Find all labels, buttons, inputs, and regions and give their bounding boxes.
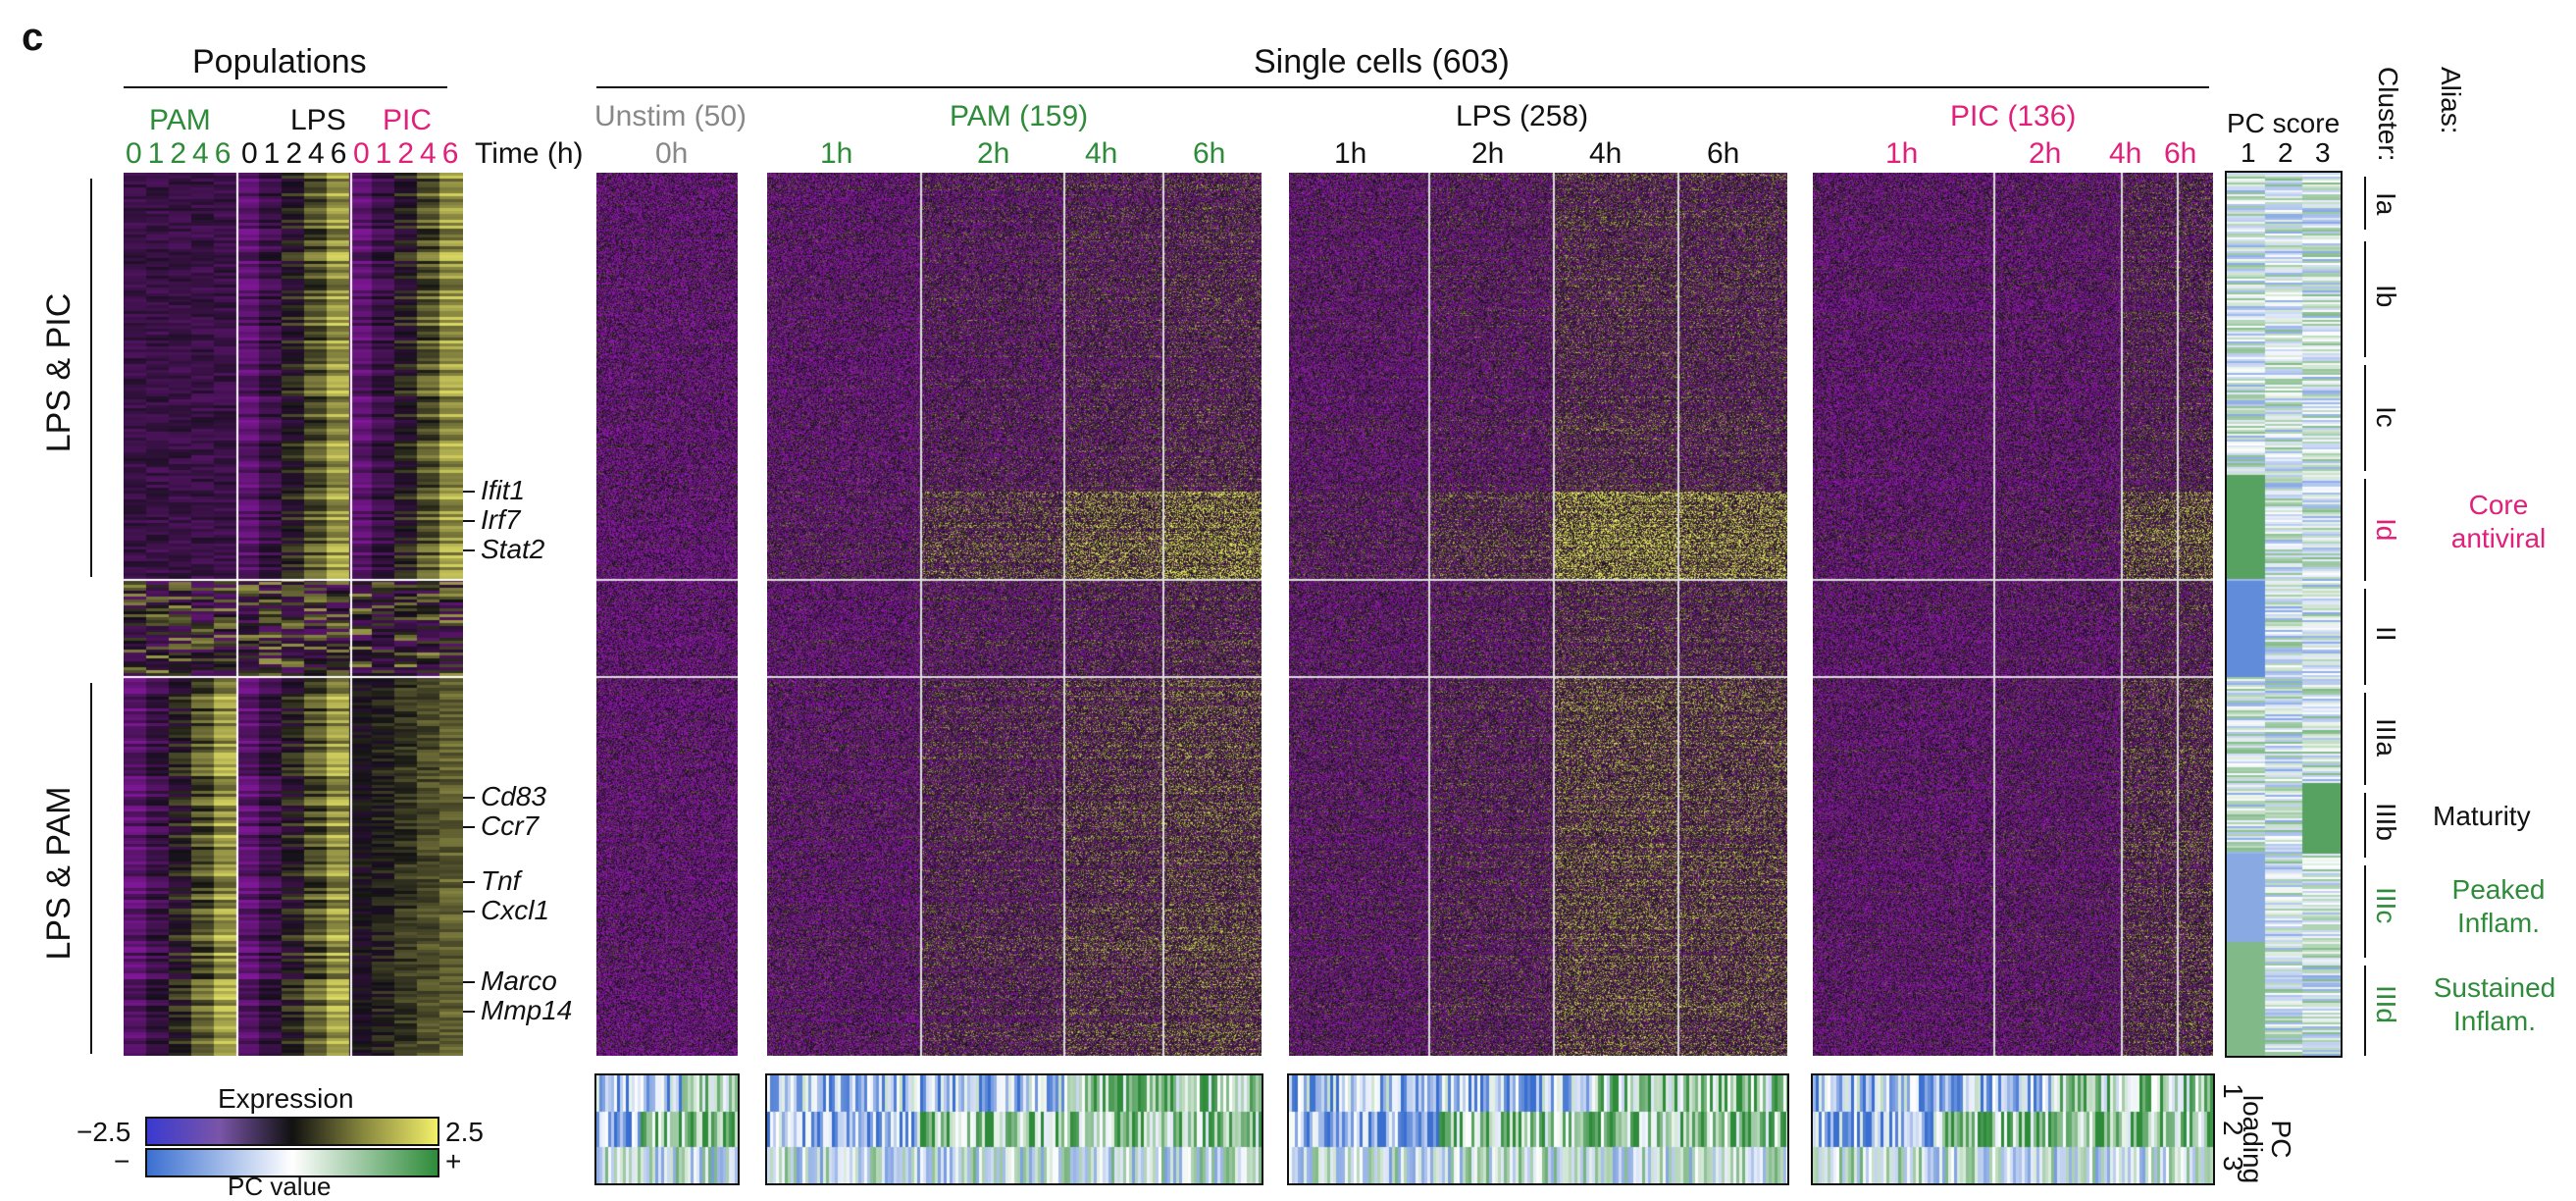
pc-colorbar xyxy=(145,1148,439,1177)
gene-label: Ccr7 xyxy=(481,810,540,841)
cluster-alias: Maturity xyxy=(2433,801,2531,831)
cluster-bracket xyxy=(2364,365,2366,471)
heatmap-lps xyxy=(1289,173,1787,1056)
gene-label: Cxcl1 xyxy=(481,895,550,925)
population-heatmap xyxy=(124,173,463,1056)
group-bracket-lps-pam xyxy=(90,683,92,1054)
cluster-id: IIIa xyxy=(2371,718,2401,757)
time-label: 1h xyxy=(1334,137,1367,170)
gene-tick xyxy=(463,981,475,983)
legend-pc-max: + xyxy=(445,1146,462,1176)
heatmap-pic xyxy=(1813,173,2213,1056)
cluster-id: IIId xyxy=(2371,985,2401,1023)
time-label: 4h xyxy=(1589,137,1623,170)
gene-tick xyxy=(463,826,475,828)
pc-loading-pam xyxy=(765,1073,1263,1185)
pop-times-pic: 01246 xyxy=(353,137,465,170)
time-label: 0h xyxy=(655,137,689,170)
gene-label: Irf7 xyxy=(481,504,521,535)
time-label: 6h xyxy=(1193,137,1226,170)
cluster-id: Ic xyxy=(2371,406,2401,428)
single-cells-title: Single cells (603) xyxy=(1254,43,1510,80)
populations-rule xyxy=(124,86,447,88)
gene-tick xyxy=(463,881,475,883)
gene-tick xyxy=(463,549,475,551)
gene-label: Cd83 xyxy=(481,781,546,811)
cluster-bracket xyxy=(2364,693,2366,785)
populations-title: Populations xyxy=(192,43,367,80)
cluster-id: IIIb xyxy=(2371,803,2401,841)
pc-score-col: 2 xyxy=(2278,137,2293,168)
alias-header: Alias: xyxy=(2436,67,2466,134)
cluster-bracket xyxy=(2364,966,2366,1056)
cluster-bracket xyxy=(2364,793,2366,858)
pop-group-pic: PIC xyxy=(383,104,433,136)
time-label: 2h xyxy=(2029,137,2062,170)
pop-group-lps: LPS xyxy=(290,104,346,136)
cluster-id: IIIc xyxy=(2371,887,2401,924)
cluster-alias: Core antiviral xyxy=(2450,490,2547,553)
cluster-id: II xyxy=(2371,626,2401,642)
pc-loading-label: PC loading xyxy=(2237,1094,2296,1184)
panel-letter: c xyxy=(22,16,44,59)
gene-label: Marco xyxy=(481,966,557,996)
cluster-bracket xyxy=(2364,177,2366,230)
legend-expression-min: −2.5 xyxy=(77,1117,131,1147)
time-label: 6h xyxy=(2164,137,2197,170)
time-label: 6h xyxy=(1707,137,1740,170)
legend-expression-label: Expression xyxy=(218,1083,354,1114)
cluster-alias: Peaked Inflam. xyxy=(2451,874,2546,938)
pop-times-pam: 01246 xyxy=(126,137,237,170)
gene-tick xyxy=(463,520,475,522)
cluster-id: Ia xyxy=(2371,192,2401,216)
legend-pc-label: PC value xyxy=(228,1172,332,1201)
time-axis-label: Time (h) xyxy=(475,137,584,170)
condition-pam: PAM (159) xyxy=(950,100,1089,132)
row-group-lps-pam: LPS & PAM xyxy=(40,786,77,961)
pc-score-title: PC score xyxy=(2227,108,2341,138)
condition-pic: PIC (136) xyxy=(1950,100,2077,132)
gene-label: Ifit1 xyxy=(481,475,526,505)
gene-tick xyxy=(463,1011,475,1013)
pop-times-lps: 01246 xyxy=(241,137,353,170)
legend-expression-max: 2.5 xyxy=(445,1117,484,1147)
heatmap-pam xyxy=(767,173,1262,1056)
time-label: 1h xyxy=(1885,137,1919,170)
pc-loading-lps xyxy=(1287,1073,1789,1185)
expression-colorbar xyxy=(145,1117,439,1146)
condition-unstim: Unstim (50) xyxy=(594,100,747,132)
time-label: 2h xyxy=(1471,137,1505,170)
gene-label: Stat2 xyxy=(481,534,545,564)
row-group-lps-pic: LPS & PIC xyxy=(40,292,77,453)
time-label: 4h xyxy=(1085,137,1118,170)
gene-label: Tnf xyxy=(481,865,521,896)
cluster-header: Cluster: xyxy=(2373,67,2403,162)
legend-pc-min: − xyxy=(114,1146,130,1176)
pc-score-col: 3 xyxy=(2315,137,2331,168)
condition-lps: LPS (258) xyxy=(1456,100,1589,132)
cluster-bracket xyxy=(2364,241,2366,357)
cluster-bracket xyxy=(2364,479,2366,581)
gene-tick xyxy=(463,491,475,493)
pc-score-col: 1 xyxy=(2241,137,2256,168)
group-bracket-lps-pic xyxy=(90,179,92,577)
cluster-bracket xyxy=(2364,589,2366,685)
gene-tick xyxy=(463,911,475,913)
time-label: 2h xyxy=(977,137,1010,170)
cluster-id: Ib xyxy=(2371,285,2401,308)
pop-group-pam: PAM xyxy=(149,104,211,136)
pc-score-heatmap xyxy=(2225,171,2343,1058)
cluster-alias: Sustained Inflam. xyxy=(2433,972,2556,1036)
cluster-id: Id xyxy=(2371,518,2401,542)
gene-tick xyxy=(463,797,475,799)
pc-loading-unstim xyxy=(594,1073,740,1185)
gene-label: Mmp14 xyxy=(481,995,573,1025)
pc-loading-pic xyxy=(1811,1073,2215,1185)
single-cells-rule xyxy=(596,86,2209,88)
heatmap-unstim xyxy=(596,173,738,1056)
cluster-bracket xyxy=(2364,865,2366,958)
time-label: 1h xyxy=(820,137,853,170)
time-label: 4h xyxy=(2109,137,2142,170)
